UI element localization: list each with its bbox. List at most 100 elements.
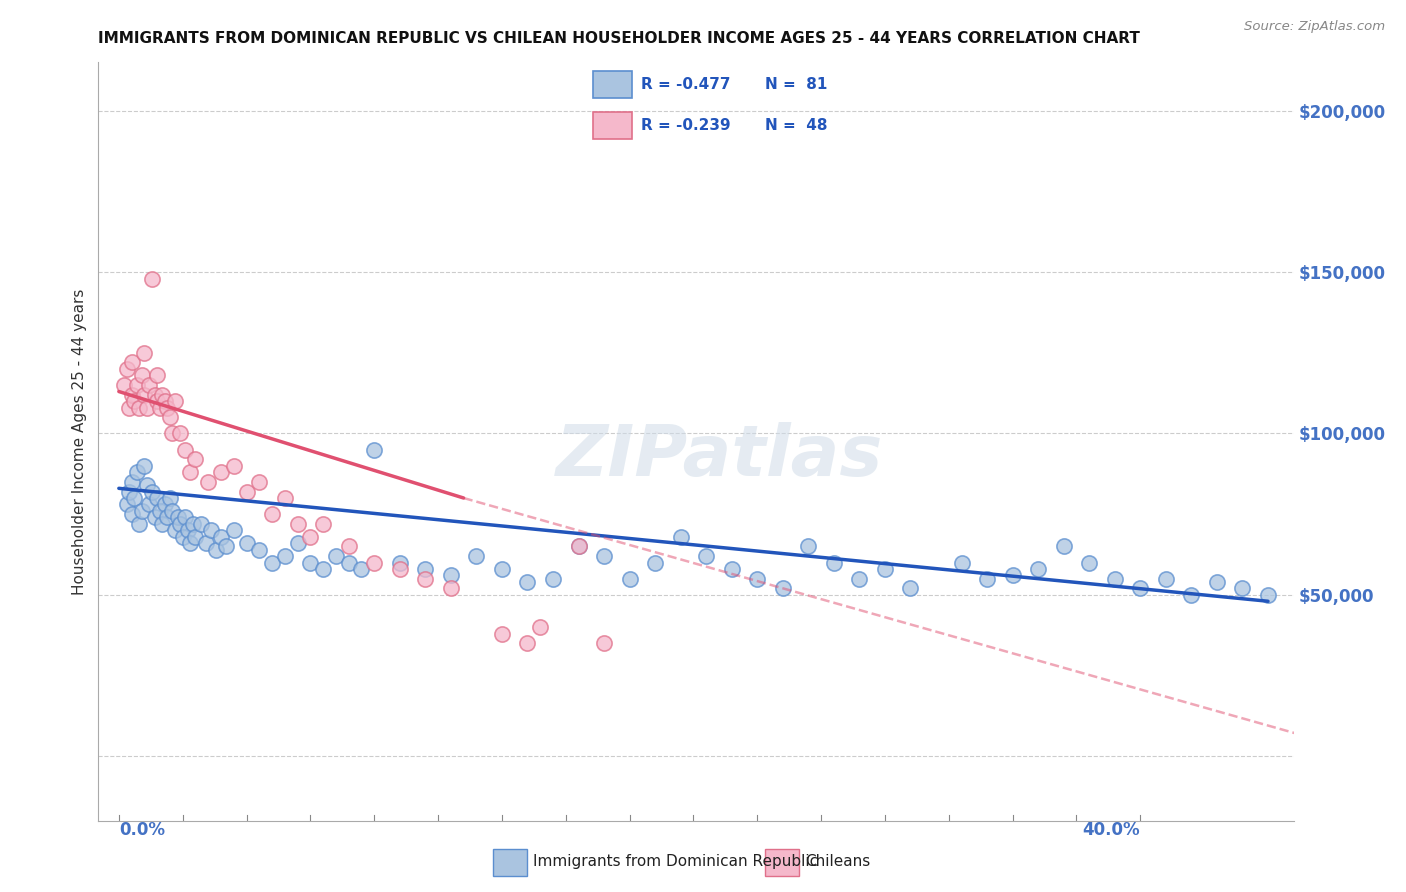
- Point: [465, 549, 488, 563]
- Point: [491, 562, 513, 576]
- Point: [146, 394, 169, 409]
- Point: [1232, 582, 1254, 596]
- Point: [593, 549, 616, 563]
- Point: [184, 452, 207, 467]
- Point: [159, 410, 181, 425]
- Point: [118, 484, 141, 499]
- Point: [125, 378, 148, 392]
- Point: [312, 562, 335, 576]
- Point: [125, 465, 148, 479]
- Point: [163, 394, 186, 409]
- Point: [797, 540, 820, 554]
- Point: [162, 504, 184, 518]
- Text: N =  81: N = 81: [765, 77, 827, 92]
- FancyBboxPatch shape: [592, 71, 631, 98]
- Point: [153, 498, 176, 512]
- Point: [299, 530, 322, 544]
- Point: [976, 572, 998, 586]
- Point: [121, 475, 143, 489]
- Point: [567, 540, 589, 554]
- Point: [138, 498, 160, 512]
- Point: [274, 491, 297, 505]
- Point: [141, 271, 163, 285]
- Point: [136, 478, 159, 492]
- Point: [1154, 572, 1177, 586]
- Point: [619, 572, 641, 586]
- Point: [149, 401, 172, 415]
- FancyBboxPatch shape: [592, 112, 631, 139]
- Text: ZIPatlas: ZIPatlas: [557, 422, 883, 491]
- Point: [337, 540, 360, 554]
- Point: [141, 484, 163, 499]
- Point: [287, 536, 309, 550]
- Point: [644, 556, 666, 570]
- Point: [209, 530, 232, 544]
- Text: Immigrants from Dominican Republic: Immigrants from Dominican Republic: [533, 855, 818, 869]
- Point: [516, 636, 538, 650]
- Point: [950, 556, 973, 570]
- Point: [128, 401, 150, 415]
- Point: [593, 636, 616, 650]
- Point: [153, 394, 176, 409]
- Point: [1001, 568, 1024, 582]
- Point: [235, 536, 257, 550]
- Point: [1257, 588, 1279, 602]
- Point: [194, 536, 217, 550]
- Point: [146, 491, 169, 505]
- Point: [747, 572, 769, 586]
- Text: R = -0.477: R = -0.477: [641, 77, 731, 92]
- Point: [516, 574, 538, 589]
- Point: [122, 394, 145, 409]
- Point: [159, 491, 181, 505]
- Point: [262, 507, 284, 521]
- Point: [848, 572, 870, 586]
- Text: R = -0.239: R = -0.239: [641, 118, 731, 133]
- Point: [247, 475, 270, 489]
- Point: [235, 484, 257, 499]
- Point: [262, 556, 284, 570]
- Point: [181, 516, 204, 531]
- Point: [156, 510, 179, 524]
- FancyBboxPatch shape: [765, 849, 799, 876]
- Point: [873, 562, 896, 576]
- Point: [205, 542, 228, 557]
- Point: [413, 562, 436, 576]
- Point: [287, 516, 309, 531]
- Point: [222, 523, 245, 537]
- Point: [695, 549, 717, 563]
- Point: [200, 523, 222, 537]
- Point: [1180, 588, 1202, 602]
- Point: [1053, 540, 1076, 554]
- Point: [1206, 574, 1229, 589]
- Point: [179, 536, 201, 550]
- Text: Source: ZipAtlas.com: Source: ZipAtlas.com: [1244, 20, 1385, 33]
- Point: [669, 530, 692, 544]
- Y-axis label: Householder Income Ages 25 - 44 years: Householder Income Ages 25 - 44 years: [72, 288, 87, 595]
- Point: [363, 442, 385, 457]
- Point: [337, 556, 360, 570]
- Point: [121, 507, 143, 521]
- Point: [112, 378, 135, 392]
- Point: [529, 620, 551, 634]
- Point: [118, 401, 141, 415]
- Point: [215, 540, 238, 554]
- Point: [172, 530, 194, 544]
- Point: [121, 388, 143, 402]
- Point: [162, 426, 184, 441]
- Point: [169, 516, 191, 531]
- Point: [150, 516, 173, 531]
- Point: [149, 504, 172, 518]
- Point: [1026, 562, 1049, 576]
- Point: [312, 516, 335, 531]
- Point: [1078, 556, 1101, 570]
- Point: [413, 572, 436, 586]
- Point: [177, 523, 200, 537]
- Point: [184, 530, 207, 544]
- Point: [150, 388, 173, 402]
- Point: [115, 498, 138, 512]
- Text: Chileans: Chileans: [806, 855, 870, 869]
- Point: [388, 556, 411, 570]
- Point: [166, 510, 188, 524]
- Point: [1104, 572, 1126, 586]
- Point: [491, 626, 513, 640]
